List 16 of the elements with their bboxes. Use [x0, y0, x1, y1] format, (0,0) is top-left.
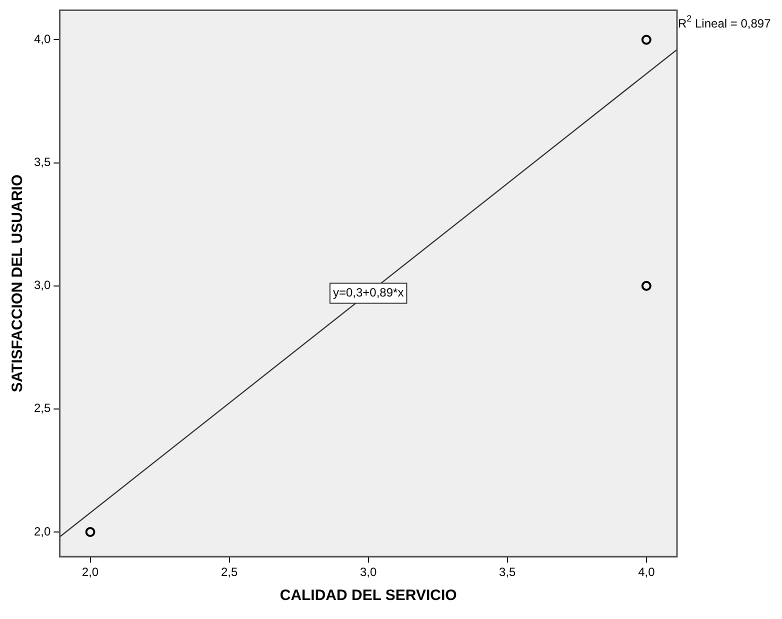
y-tick-label: 3,0	[34, 278, 51, 292]
x-tick-label: 3,5	[499, 565, 516, 580]
y-axis-title: SATISFACCION DEL USUARIO	[9, 174, 26, 392]
point	[641, 34, 652, 45]
y-tick-label: 4,0	[34, 32, 51, 46]
y-tick-label: 2,0	[34, 524, 51, 538]
x-tick-label: 3,0	[360, 565, 378, 580]
x-tick-label: 2,0	[82, 565, 99, 580]
x-axis-title: CALIDAD DEL SERVICIO	[280, 587, 458, 604]
annotation: y=0,3+0,89*x	[332, 286, 404, 300]
y-tick-label: 2,5	[34, 401, 51, 416]
y-tick-label: 3,5	[34, 155, 51, 170]
point	[641, 280, 652, 291]
point	[85, 526, 96, 537]
x-tick-label: 2,5	[220, 565, 238, 580]
x-tick-label: 4,0	[638, 565, 656, 580]
